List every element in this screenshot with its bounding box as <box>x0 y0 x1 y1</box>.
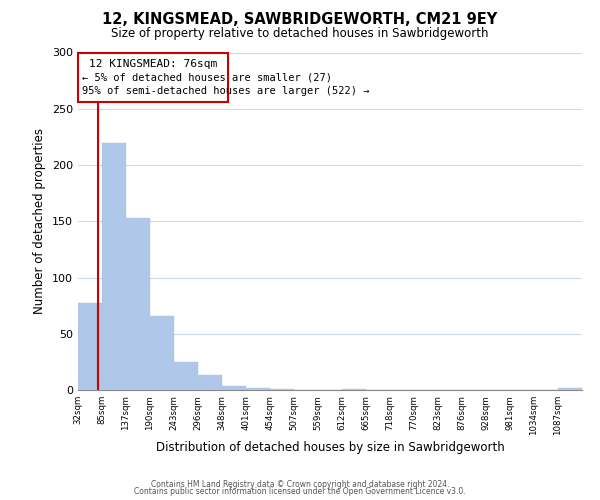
Text: Contains HM Land Registry data © Crown copyright and database right 2024.: Contains HM Land Registry data © Crown c… <box>151 480 449 489</box>
Bar <box>270 389 294 390</box>
Bar <box>78 304 102 390</box>
Bar <box>102 142 126 390</box>
Text: ← 5% of detached houses are smaller (27): ← 5% of detached houses are smaller (27) <box>82 72 332 83</box>
Y-axis label: Number of detached properties: Number of detached properties <box>34 128 46 314</box>
X-axis label: Distribution of detached houses by size in Sawbridgeworth: Distribution of detached houses by size … <box>155 441 505 454</box>
Text: Contains public sector information licensed under the Open Government Licence v3: Contains public sector information licen… <box>134 487 466 496</box>
Bar <box>558 388 582 390</box>
Bar <box>174 362 198 390</box>
Bar <box>342 389 366 390</box>
Bar <box>150 316 174 390</box>
Text: 12 KINGSMEAD: 76sqm: 12 KINGSMEAD: 76sqm <box>89 59 217 69</box>
Text: 12, KINGSMEAD, SAWBRIDGEWORTH, CM21 9EY: 12, KINGSMEAD, SAWBRIDGEWORTH, CM21 9EY <box>103 12 497 28</box>
Bar <box>246 388 270 390</box>
Bar <box>222 386 246 390</box>
Text: 95% of semi-detached houses are larger (522) →: 95% of semi-detached houses are larger (… <box>82 86 369 96</box>
Bar <box>126 218 150 390</box>
Text: Size of property relative to detached houses in Sawbridgeworth: Size of property relative to detached ho… <box>111 28 489 40</box>
Bar <box>78 52 228 102</box>
Bar <box>198 376 222 390</box>
